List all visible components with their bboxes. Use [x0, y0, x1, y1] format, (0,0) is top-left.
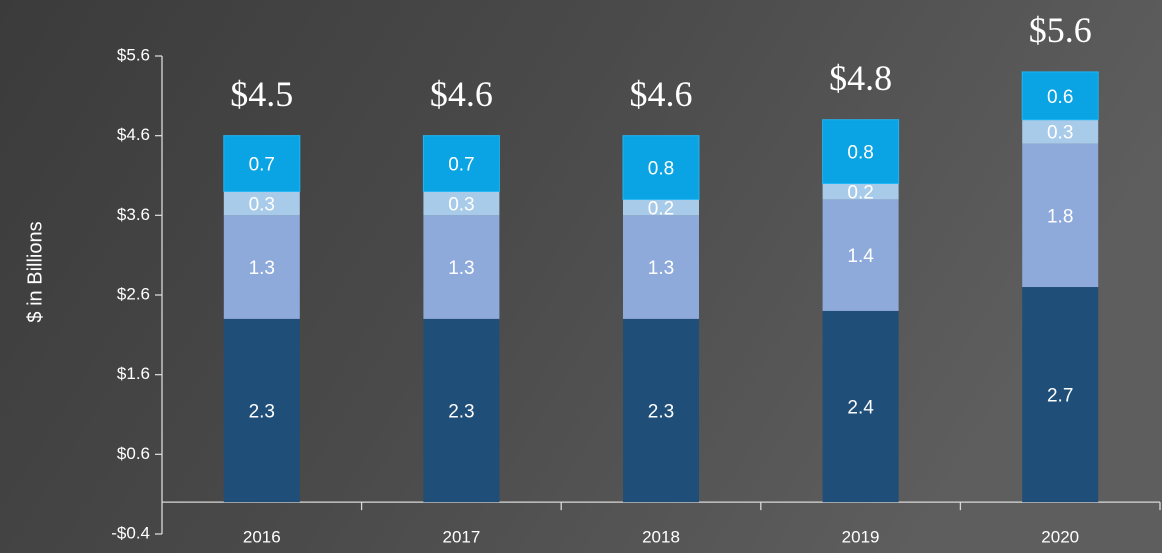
segment-label: 1.3: [249, 258, 275, 279]
bar-segment: [423, 215, 500, 319]
bar-segment: [1021, 71, 1099, 121]
total-label: $4.8: [829, 58, 892, 98]
bar-segment: [423, 318, 500, 503]
x-tick-label: 2017: [442, 527, 480, 546]
y-tick-label: $5.6: [117, 45, 150, 64]
segment-label: 1.8: [1047, 206, 1073, 227]
bar-segment: [822, 199, 899, 311]
bar-segment: [223, 135, 301, 192]
x-tick-label: 2019: [842, 527, 880, 546]
bar-segment: [822, 119, 900, 184]
bar-segment: [422, 135, 500, 192]
segment-label: 2.3: [648, 402, 674, 423]
segment-label: 0.7: [448, 155, 474, 176]
bar-segment: [1022, 287, 1099, 503]
segment-label: 1.4: [847, 246, 874, 267]
total-label: $4.5: [230, 74, 293, 114]
segment-label: 0.2: [847, 182, 873, 203]
segment-label: 0.3: [448, 194, 474, 215]
x-tick-label: 2016: [243, 527, 281, 546]
bar-segment: [1022, 143, 1099, 288]
segment-label: 2.4: [847, 398, 874, 419]
bar-segment: [223, 318, 300, 503]
bar-segment: [423, 191, 500, 216]
bar-segment: [623, 318, 699, 503]
bar-segment: [822, 310, 899, 503]
segment-label: 0.3: [249, 194, 275, 215]
bar-segment: [223, 215, 300, 319]
segment-label: 2.3: [249, 402, 275, 423]
segment-label: 2.3: [448, 402, 474, 423]
bar-segment: [623, 215, 699, 319]
bar-segment: [623, 199, 699, 216]
segment-label: 0.6: [1047, 87, 1073, 108]
x-tick-label: 2018: [642, 527, 680, 546]
segment-label: 0.7: [249, 155, 275, 176]
y-axis-label: $ in Billions: [24, 221, 46, 322]
bar-segment: [822, 183, 899, 200]
total-label: $5.6: [1029, 10, 1092, 50]
segment-label: 0.8: [847, 143, 873, 164]
segment-label: 1.3: [648, 258, 674, 279]
segment-label: 0.8: [648, 159, 674, 180]
segment-label: 2.7: [1047, 386, 1073, 407]
y-tick-label: $2.6: [117, 284, 150, 303]
y-tick-label: $1.6: [117, 364, 150, 383]
y-tick-label: $4.6: [117, 125, 150, 144]
total-label: $4.6: [630, 74, 693, 114]
y-tick-label: -$0.4: [111, 523, 150, 542]
x-tick-label: 2020: [1041, 527, 1079, 546]
bar-segment: [223, 191, 300, 216]
y-tick-label: $0.6: [117, 444, 150, 463]
segment-label: 0.3: [1047, 123, 1073, 144]
bar-segment: [1022, 119, 1099, 144]
y-tick-label: $3.6: [117, 205, 150, 224]
segment-label: 1.3: [448, 258, 474, 279]
total-label: $4.6: [430, 74, 493, 114]
bar-segment: [622, 135, 700, 200]
segment-label: 0.2: [648, 198, 674, 219]
